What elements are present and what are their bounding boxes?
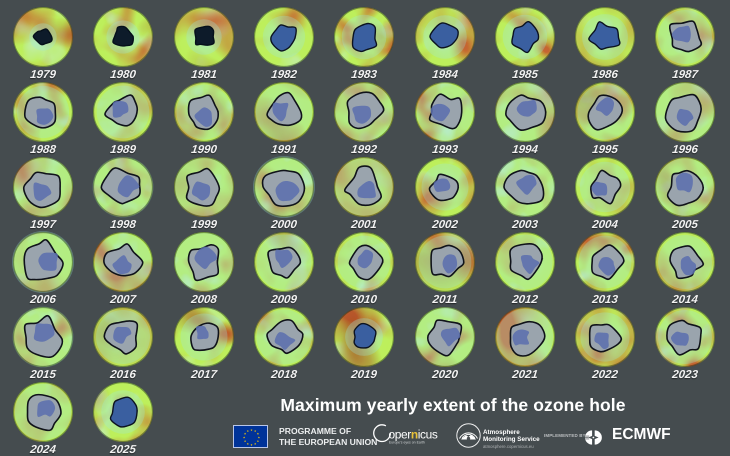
svg-text:Monitoring Service: Monitoring Service	[483, 436, 540, 443]
svg-text:atmosphere.copernicus.eu: atmosphere.copernicus.eu	[483, 444, 534, 449]
svg-text:Atmosphere: Atmosphere	[483, 429, 520, 436]
svg-text:opernicus: opernicus	[388, 427, 437, 441]
svg-text:Europe's eyes on Earth: Europe's eyes on Earth	[389, 440, 425, 444]
